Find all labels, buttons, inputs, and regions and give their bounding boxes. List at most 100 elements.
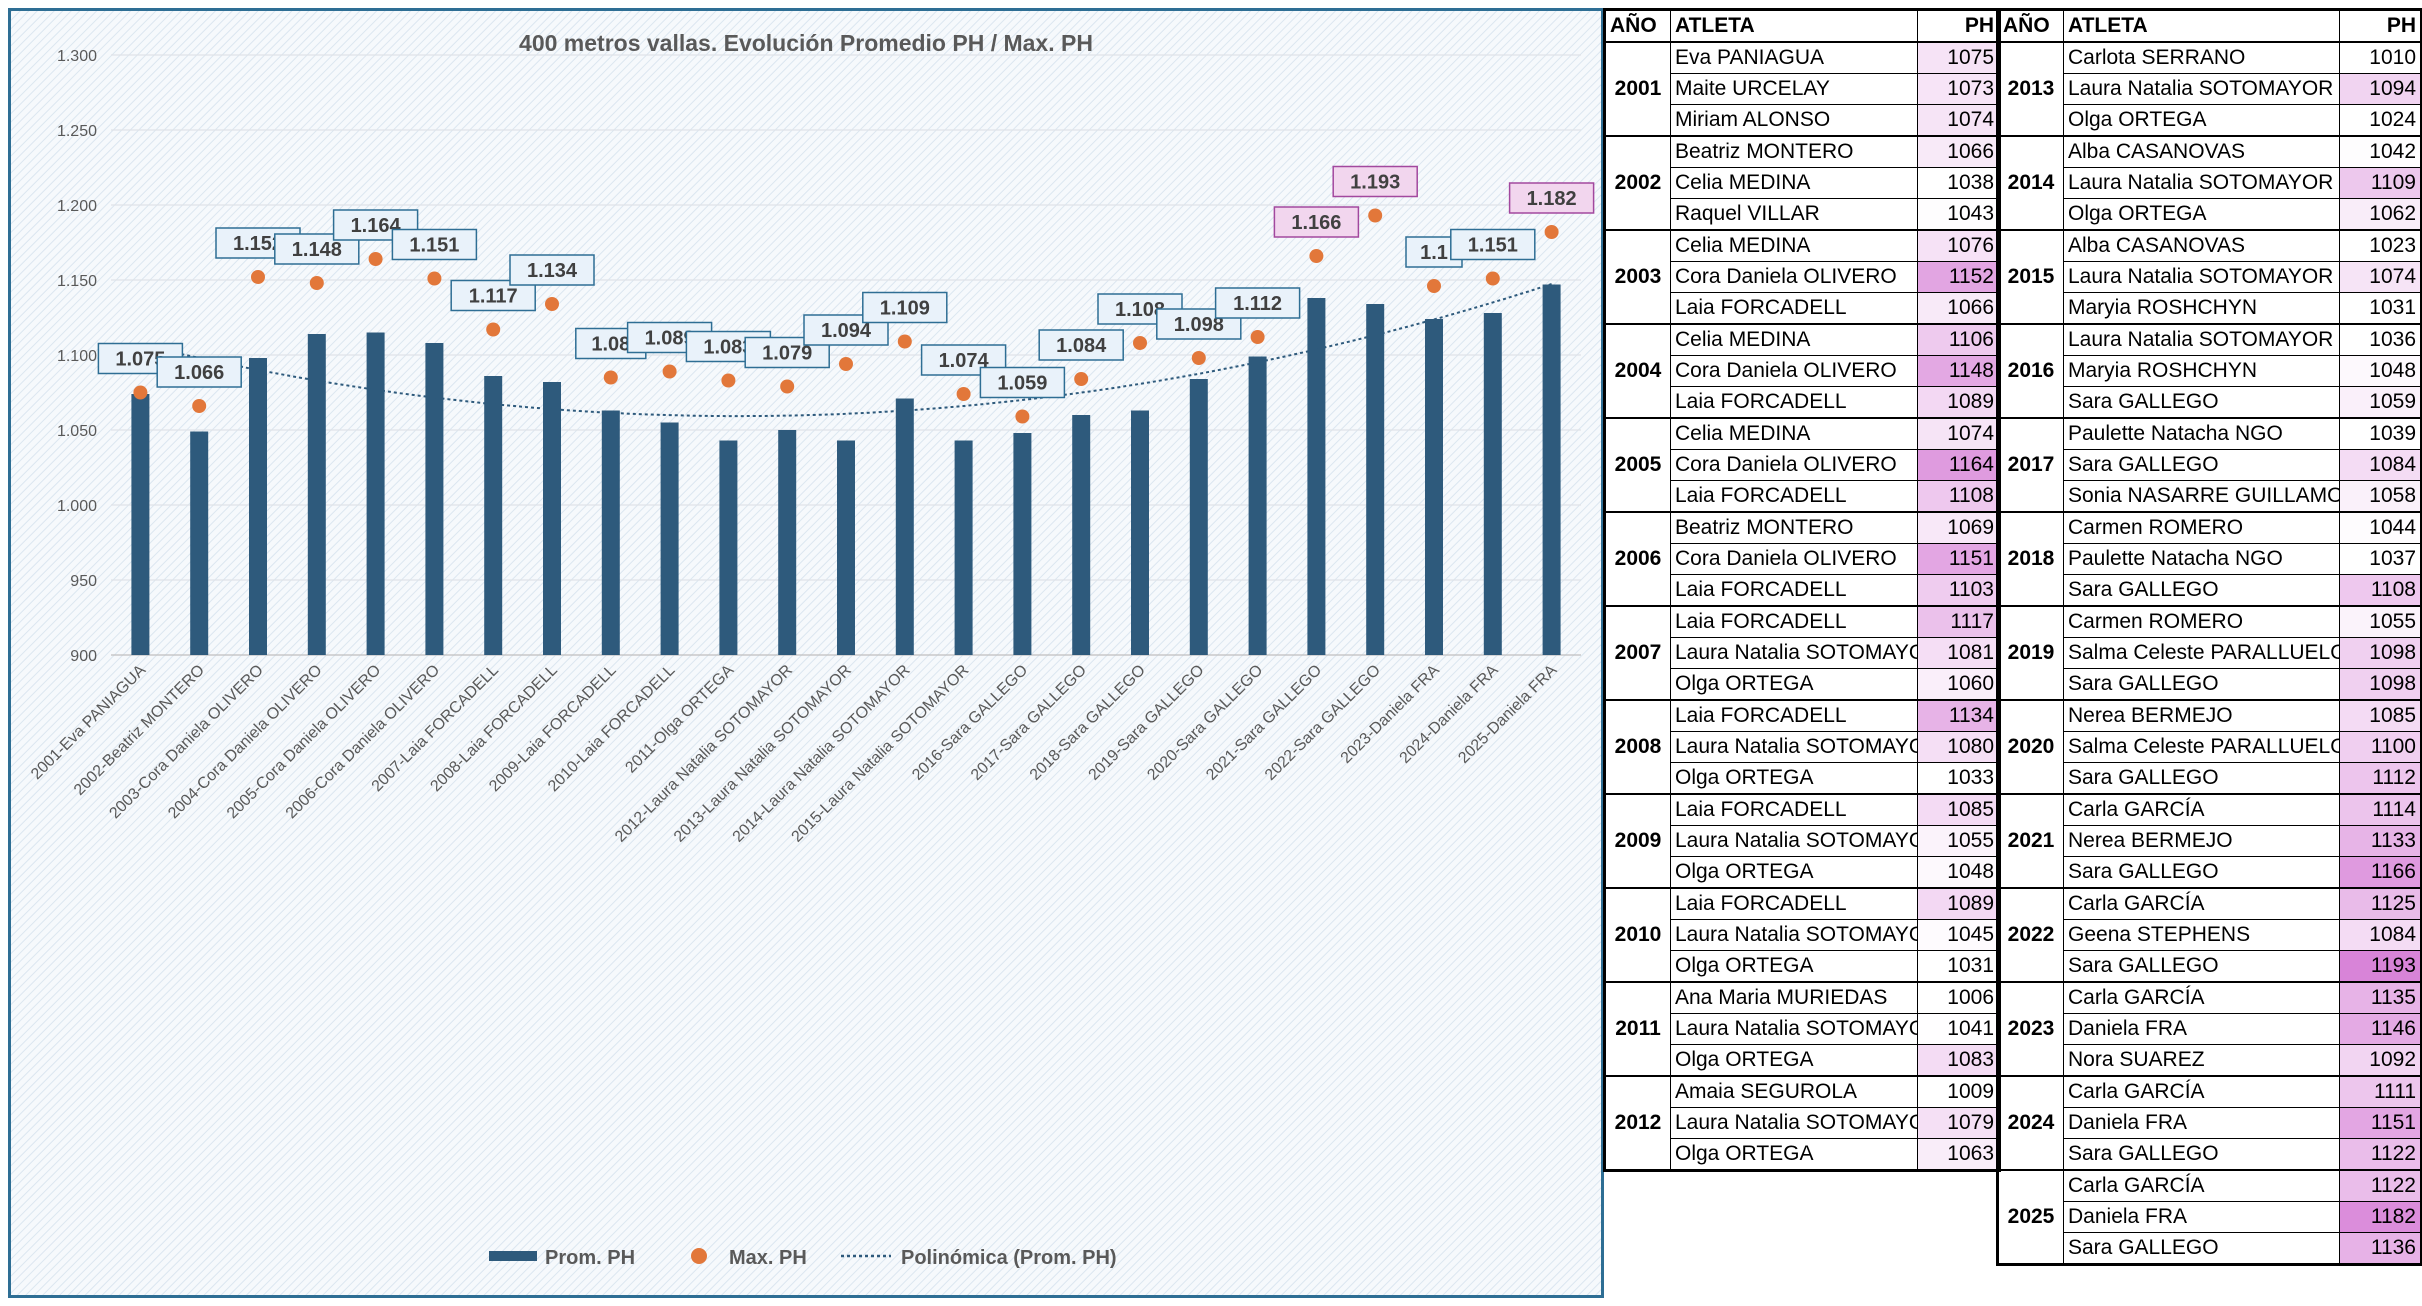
ph-cell: 1045 — [1917, 919, 2000, 951]
table-row: 2006 Beatriz MONTERO 1069 — [1604, 511, 2000, 607]
ph-cell: 1066 — [1917, 292, 2000, 325]
athlete-cell: Sara GALLEGO — [2063, 668, 2340, 701]
athlete-cell: Carmen ROMERO — [2063, 511, 2340, 544]
table-row: 2022 Carla GARCÍA 1125 — [1997, 887, 2422, 983]
bar — [1131, 410, 1149, 655]
max-marker — [1133, 336, 1147, 350]
data-label-text: 1.151 — [1468, 235, 1518, 257]
data-label-text: 1.075 — [115, 349, 165, 371]
year-cell: 2001 — [1604, 41, 1671, 137]
table-row: 2004 Celia MEDINA 1106 — [1604, 323, 2000, 419]
ph-cell: 1031 — [2339, 292, 2422, 325]
athlete-cell: Laura Natalia SOTOMAYOR — [2063, 261, 2340, 293]
ph-cell: 1044 — [2339, 511, 2422, 544]
ph-cell: 1094 — [2339, 73, 2422, 105]
y-tick-label: 1.000 — [57, 498, 97, 515]
header-year: AÑO — [1604, 9, 1671, 43]
ph-cell: 1193 — [2339, 950, 2422, 983]
max-marker — [1309, 249, 1324, 263]
ph-cell: 1089 — [1917, 887, 2000, 920]
data-label-box — [1508, 182, 1595, 214]
athlete-cell: Nora SUAREZ — [2063, 1044, 2340, 1077]
year-cell: 2022 — [1997, 887, 2064, 983]
bar — [601, 410, 620, 655]
chart-panel: 400 metros vallas. Evolución Promedio PH… — [8, 8, 1604, 1298]
data-label-text: 1.193 — [1350, 172, 1400, 194]
chart-title: 400 metros vallas. Evolución Promedio PH… — [519, 30, 1093, 56]
ph-cell: 1125 — [2339, 887, 2422, 920]
table-row: Maryia ROSHCHYN 1048 — [1998, 355, 2422, 387]
table-row: Laura Natalia SOTOMAYOR 1055 — [1605, 825, 2000, 857]
y-tick-label: 1.250 — [57, 123, 97, 140]
max-marker — [486, 322, 501, 337]
year-cell: 2023 — [1997, 981, 2064, 1077]
table-row: Laura Natalia SOTOMAYOR 1094 — [1998, 73, 2422, 105]
data-label-text: 1.1 — [1420, 242, 1448, 264]
athlete-cell: Celia MEDINA — [1670, 417, 1918, 450]
table-row: 2015 Alba CASANOVAS 1023 — [1997, 229, 2422, 325]
ph-cell: 1152 — [1917, 261, 2000, 293]
data-label-box — [979, 366, 1066, 399]
data-label-box — [1038, 329, 1124, 361]
data-label-text: 1.117 — [469, 286, 518, 308]
athlete-cell: Miriam ALONSO — [1670, 104, 1918, 137]
table-row: 2024 Carla GARCÍA 1111 — [1997, 1075, 2422, 1171]
year-cell: 2021 — [1997, 793, 2064, 889]
ph-cell: 1133 — [2339, 825, 2422, 857]
max-marker — [545, 297, 559, 311]
table-row: 2016 Laura Natalia SOTOMAYOR 1036 — [1997, 323, 2422, 419]
ph-cell: 1109 — [2339, 167, 2422, 199]
athlete-cell: Laura Natalia SOTOMAYOR — [1670, 1013, 1918, 1045]
table-row: 2002 Beatriz MONTERO 1066 — [1604, 135, 2000, 231]
data-label-text: 1.152 — [233, 233, 283, 255]
data-label-text: 1.08 — [591, 334, 630, 356]
athlete-cell: Olga ORTEGA — [2063, 198, 2340, 231]
ph-cell: 1039 — [2339, 417, 2422, 450]
bar — [1483, 313, 1502, 655]
max-marker — [839, 357, 853, 371]
max-marker — [1485, 271, 1500, 286]
ph-cell: 1074 — [1917, 104, 2000, 137]
table-row: Laia FORCADELL 1108 — [1605, 480, 2000, 513]
table-header: AÑO ATLETA PH — [1997, 9, 2422, 43]
ph-cell: 1108 — [2339, 574, 2422, 607]
table-row: Paulette Natacha NGO 1037 — [1998, 543, 2422, 575]
y-tick-label: 1.100 — [57, 348, 97, 365]
data-label-text: 1.074 — [939, 350, 990, 372]
ph-cell: 1037 — [2339, 543, 2422, 575]
athlete-cell: Laura Natalia SOTOMAYOR — [2063, 167, 2340, 199]
ph-cell: 1148 — [1917, 355, 2000, 387]
table-row: Cora Daniela OLIVERO 1148 — [1605, 355, 2000, 387]
year-cell: 2002 — [1604, 135, 1671, 231]
athlete-cell: Carmen ROMERO — [2063, 605, 2340, 638]
athlete-cell: Laura Natalia SOTOMAYOR — [1670, 637, 1918, 669]
data-label: 1.182 — [1508, 182, 1595, 214]
athlete-cell: Sara GALLEGO — [2063, 386, 2340, 419]
bar — [778, 430, 797, 655]
ph-cell: 1135 — [2339, 981, 2422, 1014]
year-cell: 2019 — [1997, 605, 2064, 701]
max-marker — [368, 252, 383, 266]
athlete-cell: Nerea BERMEJO — [2063, 699, 2340, 732]
data-label-text: 1.108 — [1115, 299, 1165, 321]
data-label: 1.109 — [862, 291, 948, 324]
bar — [425, 343, 444, 655]
data-label: 1.151 — [1450, 228, 1536, 261]
max-marker — [1015, 409, 1030, 424]
ph-cell: 1075 — [1917, 41, 2000, 74]
table-row: Miriam ALONSO 1074 — [1605, 104, 2000, 137]
athlete-cell: Paulette Natacha NGO — [2063, 417, 2340, 450]
header-ph: PH — [2339, 9, 2422, 43]
athlete-cell: Laia FORCADELL — [1670, 887, 1918, 920]
table-row: Cora Daniela OLIVERO 1152 — [1605, 261, 2000, 293]
athlete-cell: Carla GARCÍA — [2063, 1169, 2340, 1202]
bar — [1425, 319, 1443, 655]
chart: 400 metros vallas. Evolución Promedio PH… — [11, 11, 1601, 1295]
year-cell: 2008 — [1604, 699, 1671, 795]
bar — [837, 440, 855, 655]
header-year: AÑO — [1997, 9, 2064, 43]
year-cell: 2010 — [1604, 887, 1671, 983]
legend-marker-swatch — [691, 1248, 707, 1264]
data-label: 1.193 — [1332, 165, 1418, 198]
athlete-cell: Laura Natalia SOTOMAYOR — [1670, 825, 1918, 857]
